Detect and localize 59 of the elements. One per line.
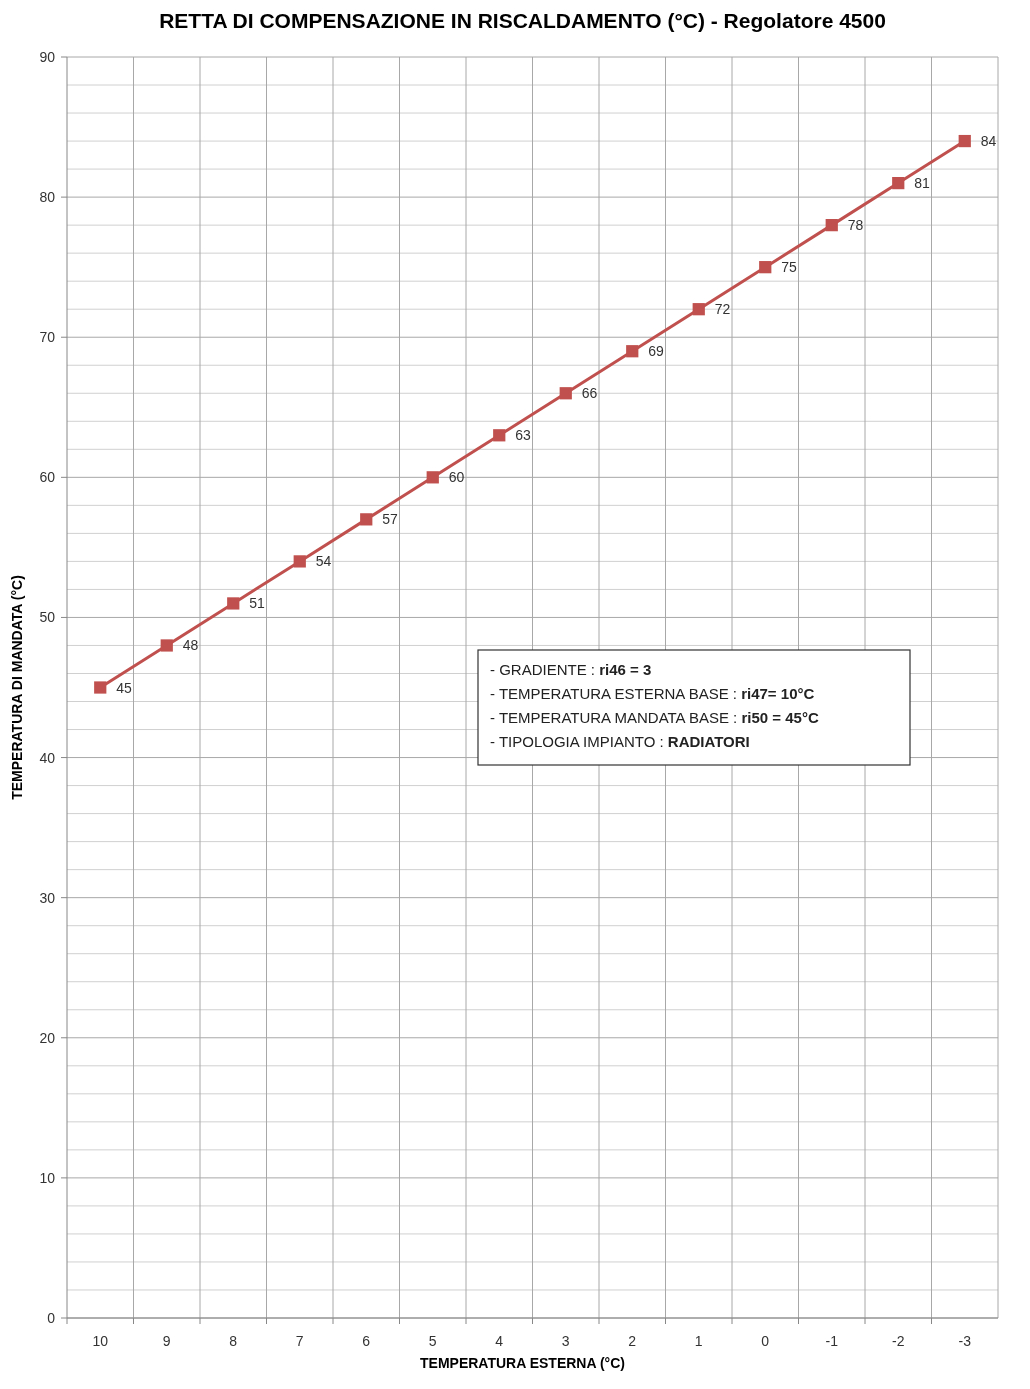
y-tick-label: 80: [39, 189, 56, 206]
x-tick-label: 6: [362, 1333, 371, 1349]
point: [825, 219, 838, 232]
data-label: 81: [914, 175, 931, 192]
annotation: - GRADIENTE : ri46 = 3: [490, 661, 652, 678]
y-tick-label: 20: [39, 1029, 56, 1046]
annotation: - TEMPERATURA MANDATA BASE : ri50 = 45°C: [490, 709, 819, 726]
data-label: 51: [249, 595, 266, 612]
data-label: 57: [382, 511, 399, 528]
point: [293, 555, 306, 568]
x-tick-label: 5: [428, 1333, 437, 1349]
data-label: 54: [315, 553, 332, 570]
y-tick-label: 30: [39, 889, 56, 906]
chart-title: RETTA DI COMPENSAZIONE IN RISCALDAMENTO (°C) - Regolatore 4500: [159, 9, 886, 32]
point: [626, 345, 639, 358]
data-label: 75: [781, 259, 798, 276]
y-tick-label: 60: [39, 469, 56, 486]
data-label: 72: [714, 301, 731, 318]
x-tick-label: 2: [628, 1333, 637, 1349]
x-tick-label: -1: [825, 1333, 839, 1349]
data-label: 69: [648, 343, 665, 360]
x-tick-label: 10: [92, 1333, 109, 1349]
x-tick-label: -2: [892, 1333, 905, 1349]
data-label: 45: [116, 679, 133, 696]
y-tick-label: 50: [39, 609, 56, 626]
y-tick-label: 10: [39, 1169, 56, 1186]
point: [493, 429, 506, 442]
x-tick-label: 8: [229, 1333, 238, 1349]
x-axis-title: TEMPERATURA ESTERNA (°C): [420, 1355, 625, 1371]
point: [160, 639, 173, 652]
x-tick-label: 1: [694, 1333, 703, 1349]
data-label: 48: [182, 637, 199, 654]
point: [759, 261, 772, 274]
data-label: 60: [448, 469, 465, 486]
point: [426, 471, 439, 484]
point: [227, 597, 240, 610]
data-label: 66: [581, 385, 598, 402]
y-tick-label: 70: [39, 329, 56, 346]
y-tick-label: 40: [39, 749, 56, 766]
annotation: - TIPOLOGIA IMPIANTO : RADIATORI: [490, 733, 750, 750]
point: [958, 134, 971, 148]
point: [94, 681, 107, 694]
data-label: 84: [980, 133, 997, 150]
point: [892, 176, 905, 190]
point: [559, 387, 572, 400]
data-label: 78: [847, 217, 864, 234]
x-tick-label: 4: [495, 1333, 504, 1349]
y-tick-label: 0: [47, 1310, 56, 1326]
x-tick-label: 3: [561, 1333, 570, 1349]
point: [692, 303, 705, 316]
y-tick-label: 90: [39, 49, 56, 65]
x-tick-label: 9: [162, 1333, 171, 1349]
data-label: 63: [515, 427, 532, 444]
x-tick-label: 7: [295, 1333, 304, 1349]
y-axis-title: TEMPERATURA DI MANDATA (°C): [9, 575, 25, 800]
x-tick-label: -3: [958, 1333, 972, 1349]
annotation: - TEMPERATURA ESTERNA BASE : ri47= 10°C: [490, 685, 815, 702]
x-tick-label: 0: [761, 1333, 770, 1349]
point: [360, 513, 373, 526]
